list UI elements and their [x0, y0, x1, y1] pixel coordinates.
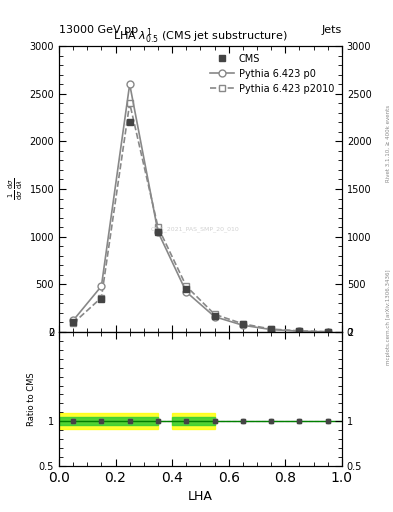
CMS — [184, 286, 189, 292]
Bar — [172, 413, 215, 429]
Pythia 6.423 p2010 — [127, 100, 132, 106]
Line: CMS: CMS — [70, 119, 331, 334]
Pythia 6.423 p2010 — [184, 283, 189, 289]
CMS — [99, 295, 104, 302]
Bar — [59, 417, 158, 425]
Pythia 6.423 p0 — [241, 322, 245, 328]
X-axis label: LHA: LHA — [188, 490, 213, 503]
CMS — [156, 229, 160, 235]
Bar — [172, 417, 215, 425]
Pythia 6.423 p2010 — [325, 329, 330, 335]
Legend: CMS, Pythia 6.423 p0, Pythia 6.423 p2010: CMS, Pythia 6.423 p0, Pythia 6.423 p2010 — [207, 51, 337, 96]
CMS — [325, 329, 330, 335]
Title: LHA $\lambda^{1}_{0.5}$ (CMS jet substructure): LHA $\lambda^{1}_{0.5}$ (CMS jet substru… — [113, 26, 288, 46]
Text: mcplots.cern.ch [arXiv:1306.3436]: mcplots.cern.ch [arXiv:1306.3436] — [386, 270, 391, 365]
CMS — [127, 119, 132, 125]
Text: Jets: Jets — [321, 25, 342, 35]
Text: CMS_2021_PAS_SMP_20_010: CMS_2021_PAS_SMP_20_010 — [151, 226, 239, 232]
Y-axis label: Ratio to CMS: Ratio to CMS — [27, 372, 36, 426]
Bar — [59, 413, 158, 429]
Pythia 6.423 p0 — [297, 328, 302, 334]
Pythia 6.423 p0 — [184, 289, 189, 295]
CMS — [71, 319, 75, 326]
Pythia 6.423 p2010 — [99, 294, 104, 301]
CMS — [269, 326, 274, 332]
CMS — [241, 321, 245, 327]
Pythia 6.423 p0 — [325, 329, 330, 335]
Text: 13000 GeV pp: 13000 GeV pp — [59, 25, 138, 35]
Y-axis label: $\frac{1}{\mathrm{d}\sigma}\,\frac{\mathrm{d}\sigma}{\mathrm{d}\lambda}$: $\frac{1}{\mathrm{d}\sigma}\,\frac{\math… — [7, 178, 25, 200]
Pythia 6.423 p0 — [269, 327, 274, 333]
Line: Pythia 6.423 p2010: Pythia 6.423 p2010 — [70, 100, 331, 335]
Pythia 6.423 p2010 — [241, 321, 245, 327]
Pythia 6.423 p2010 — [269, 326, 274, 332]
Pythia 6.423 p0 — [127, 81, 132, 87]
CMS — [212, 313, 217, 319]
Text: Rivet 3.1.10, ≥ 400k events: Rivet 3.1.10, ≥ 400k events — [386, 105, 391, 182]
Pythia 6.423 p0 — [71, 317, 75, 324]
Pythia 6.423 p0 — [212, 314, 217, 320]
Pythia 6.423 p2010 — [156, 224, 160, 230]
CMS — [297, 328, 302, 334]
Pythia 6.423 p2010 — [297, 328, 302, 334]
Pythia 6.423 p0 — [99, 283, 104, 289]
Pythia 6.423 p0 — [156, 229, 160, 235]
Pythia 6.423 p2010 — [212, 311, 217, 317]
Pythia 6.423 p2010 — [71, 321, 75, 327]
Line: Pythia 6.423 p0: Pythia 6.423 p0 — [70, 81, 331, 335]
